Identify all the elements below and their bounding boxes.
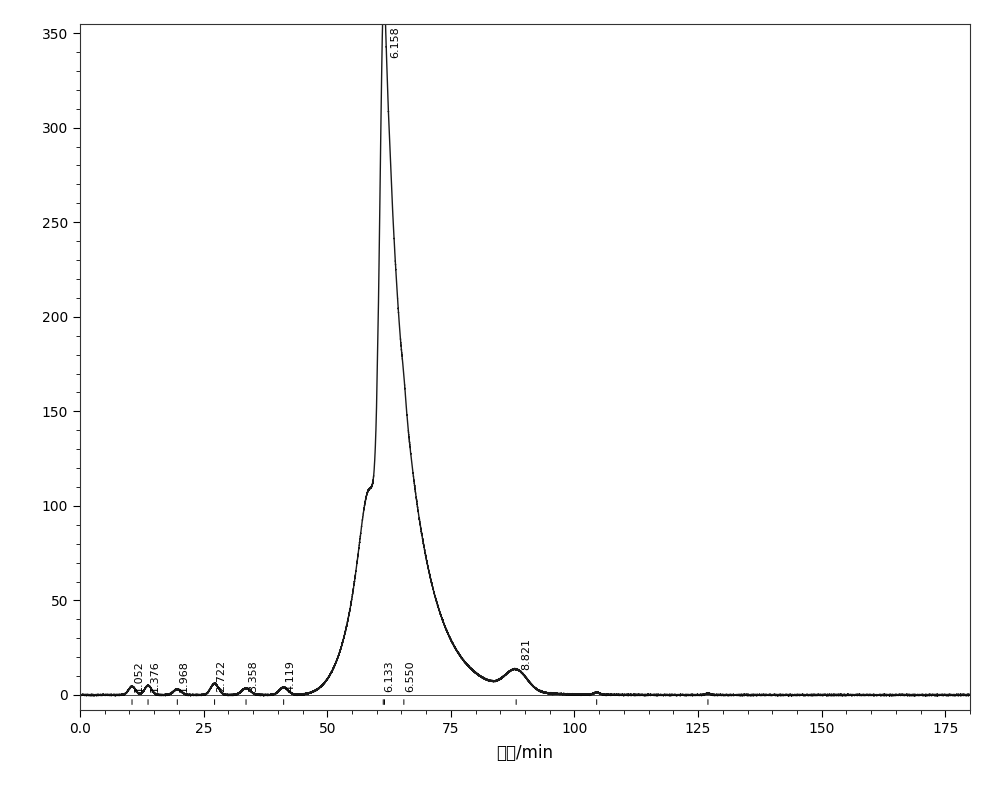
Text: 3.358: 3.358 bbox=[248, 660, 258, 692]
Text: 8.821: 8.821 bbox=[521, 638, 531, 671]
Text: 2.722: 2.722 bbox=[217, 660, 227, 692]
Text: 6.158: 6.158 bbox=[390, 26, 400, 58]
Text: 1.968: 1.968 bbox=[179, 660, 189, 692]
Text: 4.119: 4.119 bbox=[286, 660, 296, 692]
Text: 6.133: 6.133 bbox=[385, 660, 395, 692]
Text: 1.052: 1.052 bbox=[134, 660, 144, 692]
Text: 1.376: 1.376 bbox=[150, 660, 160, 692]
Text: 6.550: 6.550 bbox=[405, 660, 415, 692]
X-axis label: 时间/min: 时间/min bbox=[496, 744, 554, 762]
